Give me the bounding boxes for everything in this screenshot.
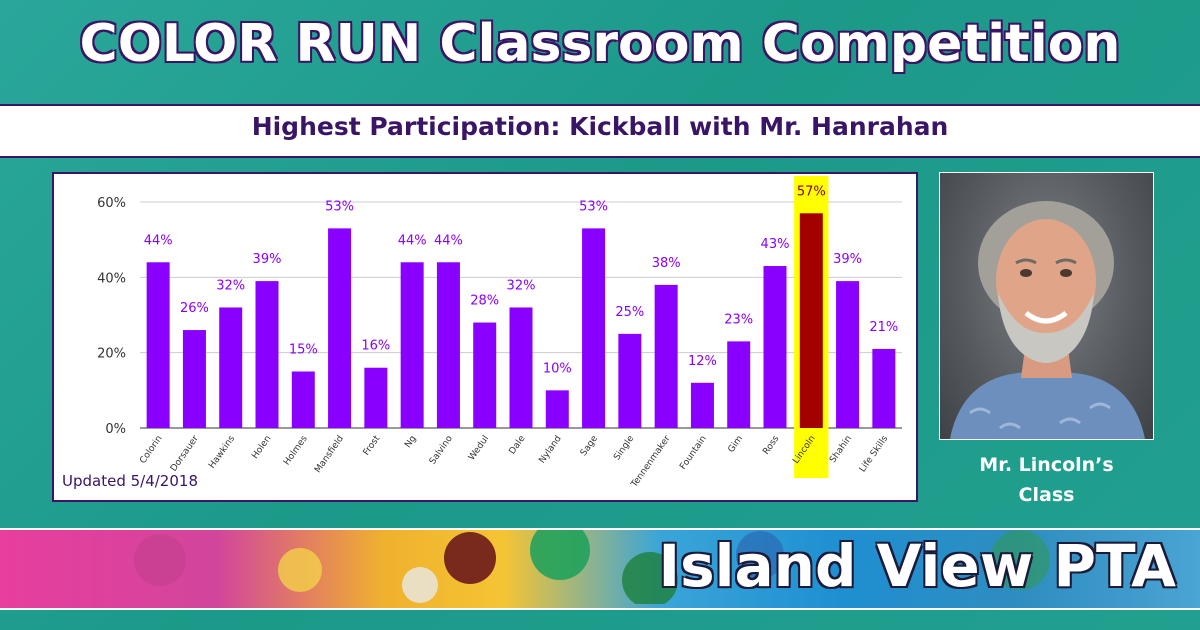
data-label: 44%	[434, 233, 463, 248]
x-tick-label: Single	[612, 434, 636, 463]
bar	[545, 390, 569, 428]
data-label: 39%	[253, 252, 282, 267]
subtitle-band	[0, 104, 1200, 158]
data-label: 38%	[652, 256, 681, 271]
bar	[400, 262, 424, 428]
bar	[291, 371, 315, 428]
banner-title: Island View PTA	[658, 531, 1177, 601]
data-label: 25%	[615, 305, 644, 320]
bar	[872, 348, 896, 428]
x-tick-label: Mansfield	[313, 434, 346, 475]
caption-line-2: Class	[1018, 484, 1075, 506]
data-label: 39%	[833, 252, 862, 267]
data-label: 28%	[470, 294, 499, 309]
bar	[473, 322, 497, 428]
x-tick-label: Fountain	[678, 434, 709, 472]
data-label: 32%	[507, 278, 536, 293]
data-label: 10%	[543, 361, 572, 376]
bar	[618, 333, 642, 428]
bar	[436, 262, 460, 428]
y-tick-label: 20%	[97, 347, 126, 362]
x-tick-label: Tennenmaker	[629, 434, 673, 490]
x-tick-label: Sage	[579, 434, 600, 459]
photo-caption: Mr. Lincoln’s Class	[939, 450, 1154, 510]
x-tick-label: Wedul	[467, 434, 491, 463]
data-label: 43%	[761, 237, 790, 252]
y-tick-label: 60%	[97, 196, 126, 211]
x-tick-label: Ross	[761, 434, 781, 457]
x-tick-label: Dale	[508, 434, 528, 457]
data-label: 15%	[289, 343, 318, 358]
bar	[690, 382, 714, 428]
bar	[364, 367, 388, 428]
bar	[255, 281, 279, 428]
teacher-photo	[939, 172, 1154, 440]
bar	[799, 213, 823, 428]
bar	[836, 281, 860, 428]
data-label: 53%	[579, 199, 608, 214]
caption-line-1: Mr. Lincoln’s	[979, 454, 1114, 476]
bar	[182, 330, 206, 428]
bar	[146, 262, 170, 428]
x-tick-label: Colorin	[138, 434, 164, 466]
x-tick-label: Frost	[362, 434, 383, 458]
data-label: 32%	[216, 278, 245, 293]
x-tick-label: Nyland	[537, 434, 563, 466]
data-label: 23%	[724, 312, 753, 327]
bar	[328, 228, 352, 428]
paint-splash-banner: Island View PTA	[0, 528, 1200, 610]
data-label: 12%	[688, 354, 717, 369]
data-label: 44%	[398, 233, 427, 248]
x-tick-label: Hawkins	[207, 434, 237, 471]
x-tick-label: Holmes	[282, 434, 310, 468]
portrait-image	[950, 201, 1145, 439]
x-tick-label: Dorsauer	[169, 434, 201, 474]
x-tick-label: Life Skills	[858, 434, 891, 475]
x-tick-label: Ng	[403, 434, 418, 450]
bar-chart: 0% 20% 40% 60% 44% Colorin 26% Dorsauer 32% Hawki…	[97, 176, 902, 490]
data-label: 21%	[869, 320, 898, 335]
paint-splash-art	[134, 530, 1050, 604]
data-label: 16%	[361, 339, 390, 354]
y-tick-label: 40%	[97, 271, 126, 286]
x-tick-label: Gim	[727, 434, 746, 455]
bar	[763, 266, 787, 428]
data-label: 26%	[180, 301, 209, 316]
page-title: COLOR RUN Classroom Competition	[79, 13, 1122, 75]
x-tick-label: Shahin	[828, 434, 854, 465]
page-subtitle: Highest Participation: Kickball with Mr.…	[251, 112, 949, 141]
bar	[219, 307, 243, 428]
updated-date: Updated 5/4/2018	[62, 472, 198, 490]
data-label: 57%	[797, 184, 826, 199]
chart-panel: 0% 20% 40% 60% 44% Colorin 26% Dorsauer 32% Hawki…	[52, 172, 918, 502]
x-tick-label: Holen	[250, 434, 273, 461]
data-label: 53%	[325, 199, 354, 214]
data-label: 44%	[144, 233, 173, 248]
bar	[654, 284, 678, 428]
bar	[582, 228, 606, 428]
y-tick-label: 0%	[105, 422, 126, 437]
bar	[727, 341, 751, 428]
x-tick-label: Salvino	[428, 434, 455, 467]
bar	[509, 307, 533, 428]
